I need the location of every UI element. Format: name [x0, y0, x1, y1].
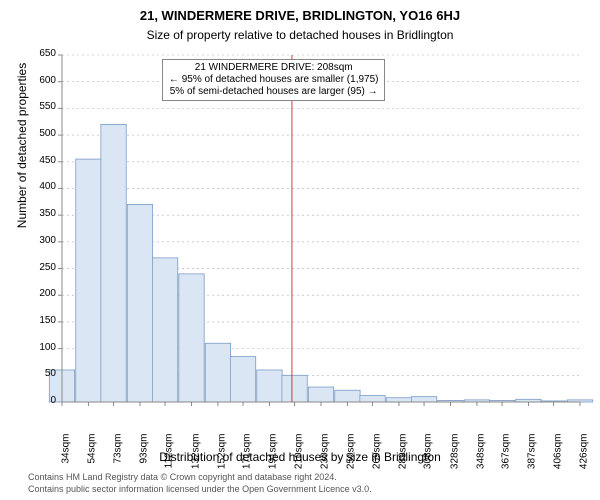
- x-tick-label: 152sqm: [216, 434, 227, 478]
- x-tick-label: 93sqm: [138, 434, 149, 478]
- footer-line: Contains public sector information licen…: [28, 484, 372, 494]
- x-tick-label: 367sqm: [501, 434, 512, 478]
- y-tick-label: 500: [20, 128, 56, 139]
- x-tick-label: 230sqm: [320, 434, 331, 478]
- x-tick-label: 289sqm: [397, 434, 408, 478]
- annotation-line: 5% of semi-detached houses are larger (9…: [169, 86, 379, 98]
- x-tick-label: 328sqm: [449, 434, 460, 478]
- footer-line: Contains HM Land Registry data © Crown c…: [28, 472, 337, 482]
- x-tick-label: 54sqm: [87, 434, 98, 478]
- y-tick-label: 550: [20, 101, 56, 112]
- y-tick-label: 350: [20, 208, 56, 219]
- y-tick-label: 450: [20, 155, 56, 166]
- x-tick-label: 210sqm: [293, 434, 304, 478]
- x-tick-label: 348sqm: [475, 434, 486, 478]
- x-tick-label: 73sqm: [112, 434, 123, 478]
- x-tick-label: 406sqm: [552, 434, 563, 478]
- x-tick-label: 191sqm: [268, 434, 279, 478]
- x-tick-label: 112sqm: [164, 434, 175, 478]
- annotation-line: 21 WINDERMERE DRIVE: 208sqm: [169, 62, 379, 74]
- y-tick-label: 150: [20, 315, 56, 326]
- y-tick-label: 600: [20, 75, 56, 86]
- y-tick-label: 650: [20, 48, 56, 59]
- x-tick-label: 308sqm: [423, 434, 434, 478]
- x-tick-label: 269sqm: [371, 434, 382, 478]
- y-tick-label: 50: [20, 368, 56, 379]
- y-tick-label: 250: [20, 262, 56, 273]
- y-tick-label: 300: [20, 235, 56, 246]
- x-tick-label: 426sqm: [579, 434, 590, 478]
- x-tick-label: 250sqm: [346, 434, 357, 478]
- x-tick-label: 387sqm: [527, 434, 538, 478]
- x-tick-label: 132sqm: [190, 434, 201, 478]
- y-tick-label: 0: [20, 395, 56, 406]
- annotation-box: 21 WINDERMERE DRIVE: 208sqm ← 95% of det…: [162, 59, 386, 101]
- y-tick-label: 200: [20, 288, 56, 299]
- y-tick-label: 100: [20, 342, 56, 353]
- annotation-line: ← 95% of detached houses are smaller (1,…: [169, 74, 379, 86]
- y-tick-label: 400: [20, 181, 56, 192]
- x-tick-label: 171sqm: [242, 434, 253, 478]
- x-tick-label: 34sqm: [61, 434, 72, 478]
